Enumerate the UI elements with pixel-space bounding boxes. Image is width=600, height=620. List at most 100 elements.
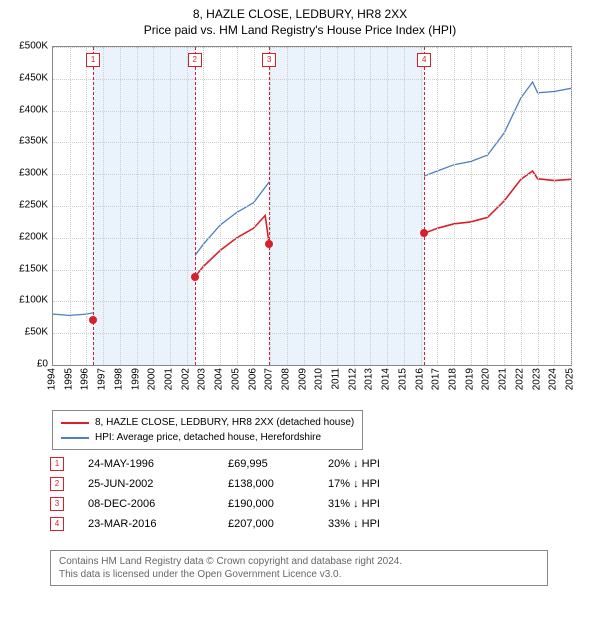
ytick-label: £350K [8,136,48,147]
legend-swatch [61,437,89,439]
gridline-v [103,47,104,365]
event-hpi-diff: 33% ↓ HPI [328,518,448,530]
event-hpi-diff: 20% ↓ HPI [328,458,448,470]
event-row: 124-MAY-1996£69,99520% ↓ HPI [50,454,550,474]
legend: 8, HAZLE CLOSE, LEDBURY, HR8 2XX (detach… [52,410,363,450]
gridline-h [53,79,571,80]
event-date: 23-MAR-2016 [88,518,228,530]
event-price: £69,995 [228,458,328,470]
gridline-h [53,47,571,48]
event-price: £138,000 [228,478,328,490]
event-date: 25-JUN-2002 [88,478,228,490]
sale-point [420,229,428,237]
xtick-label: 2001 [163,368,174,390]
gridline-v [304,47,305,365]
gridline-v [521,47,522,365]
gridline-v [187,47,188,365]
plot-area: 1234 [52,46,572,366]
gridline-v [471,47,472,365]
xtick-label: 2024 [548,368,559,390]
gridline-h [53,301,571,302]
gridline-v [354,47,355,365]
xtick-label: 1998 [113,368,124,390]
event-number-box: 2 [50,477,64,491]
gridline-v [237,47,238,365]
event-date: 24-MAY-1996 [88,458,228,470]
xtick-label: 2023 [531,368,542,390]
ytick-label: £500K [8,41,48,52]
gridline-v [404,47,405,365]
xtick-label: 2008 [280,368,291,390]
event-row: 308-DEC-2006£190,00031% ↓ HPI [50,494,550,514]
gridline-v [86,47,87,365]
ytick-label: £50K [8,327,48,338]
xtick-label: 1996 [80,368,91,390]
gridline-v [387,47,388,365]
xtick-label: 2002 [180,368,191,390]
ytick-label: £200K [8,231,48,242]
event-hpi-diff: 31% ↓ HPI [328,498,448,510]
xtick-label: 2000 [147,368,158,390]
footer-line2: This data is licensed under the Open Gov… [59,568,539,581]
gridline-v [203,47,204,365]
event-marker-box: 1 [86,53,100,67]
title-address: 8, HAZLE CLOSE, LEDBURY, HR8 2XX [0,6,600,22]
gridline-v [454,47,455,365]
event-marker-box: 4 [417,53,431,67]
xtick-label: 2022 [514,368,525,390]
footer-attribution: Contains HM Land Registry data © Crown c… [50,550,548,586]
event-marker-box: 2 [188,53,202,67]
xtick-label: 2019 [464,368,475,390]
xtick-label: 2005 [230,368,241,390]
legend-swatch [61,422,89,424]
xtick-label: 2015 [397,368,408,390]
legend-label: HPI: Average price, detached house, Here… [95,430,321,445]
ytick-label: £100K [8,295,48,306]
xtick-label: 2016 [414,368,425,390]
gridline-h [53,142,571,143]
gridline-v [538,47,539,365]
xtick-label: 2003 [197,368,208,390]
gridline-v [170,47,171,365]
gridline-v [320,47,321,365]
footer-line1: Contains HM Land Registry data © Crown c… [59,555,539,568]
ytick-label: £250K [8,200,48,211]
event-hpi-diff: 17% ↓ HPI [328,478,448,490]
gridline-v [337,47,338,365]
xtick-label: 1999 [130,368,141,390]
event-price: £190,000 [228,498,328,510]
gridline-v [220,47,221,365]
gridline-v [571,47,572,365]
xtick-label: 2006 [247,368,258,390]
chart-container: 8, HAZLE CLOSE, LEDBURY, HR8 2XX Price p… [0,0,600,620]
gridline-h [53,174,571,175]
gridline-h [53,270,571,271]
xtick-label: 2014 [381,368,392,390]
xtick-label: 2010 [314,368,325,390]
events-table: 124-MAY-1996£69,99520% ↓ HPI 2 25-JUN-2002… [50,454,550,534]
sale-point [265,240,273,248]
gridline-h [53,206,571,207]
event-row: 423-MAR-2016£207,00033% ↓ HPI [50,514,550,534]
gridline-v [370,47,371,365]
ytick-label: £400K [8,104,48,115]
xtick-label: 1994 [47,368,58,390]
xtick-label: 2018 [448,368,459,390]
gridline-h [53,238,571,239]
event-marker-line [269,47,270,365]
gridline-v [137,47,138,365]
event-number-box: 3 [50,497,64,511]
gridline-v [287,47,288,365]
xtick-label: 2020 [481,368,492,390]
xtick-label: 2009 [297,368,308,390]
gridline-v [554,47,555,365]
ytick-label: £150K [8,263,48,274]
xtick-label: 1995 [63,368,74,390]
gridline-v [487,47,488,365]
xtick-label: 2013 [364,368,375,390]
chart-area: 1234 £0£50K£100K£150K£200K£250K£300K£350… [12,46,588,404]
ytick-label: £300K [8,168,48,179]
ytick-label: £0 [8,359,48,370]
gridline-v [437,47,438,365]
event-marker-line [424,47,425,365]
